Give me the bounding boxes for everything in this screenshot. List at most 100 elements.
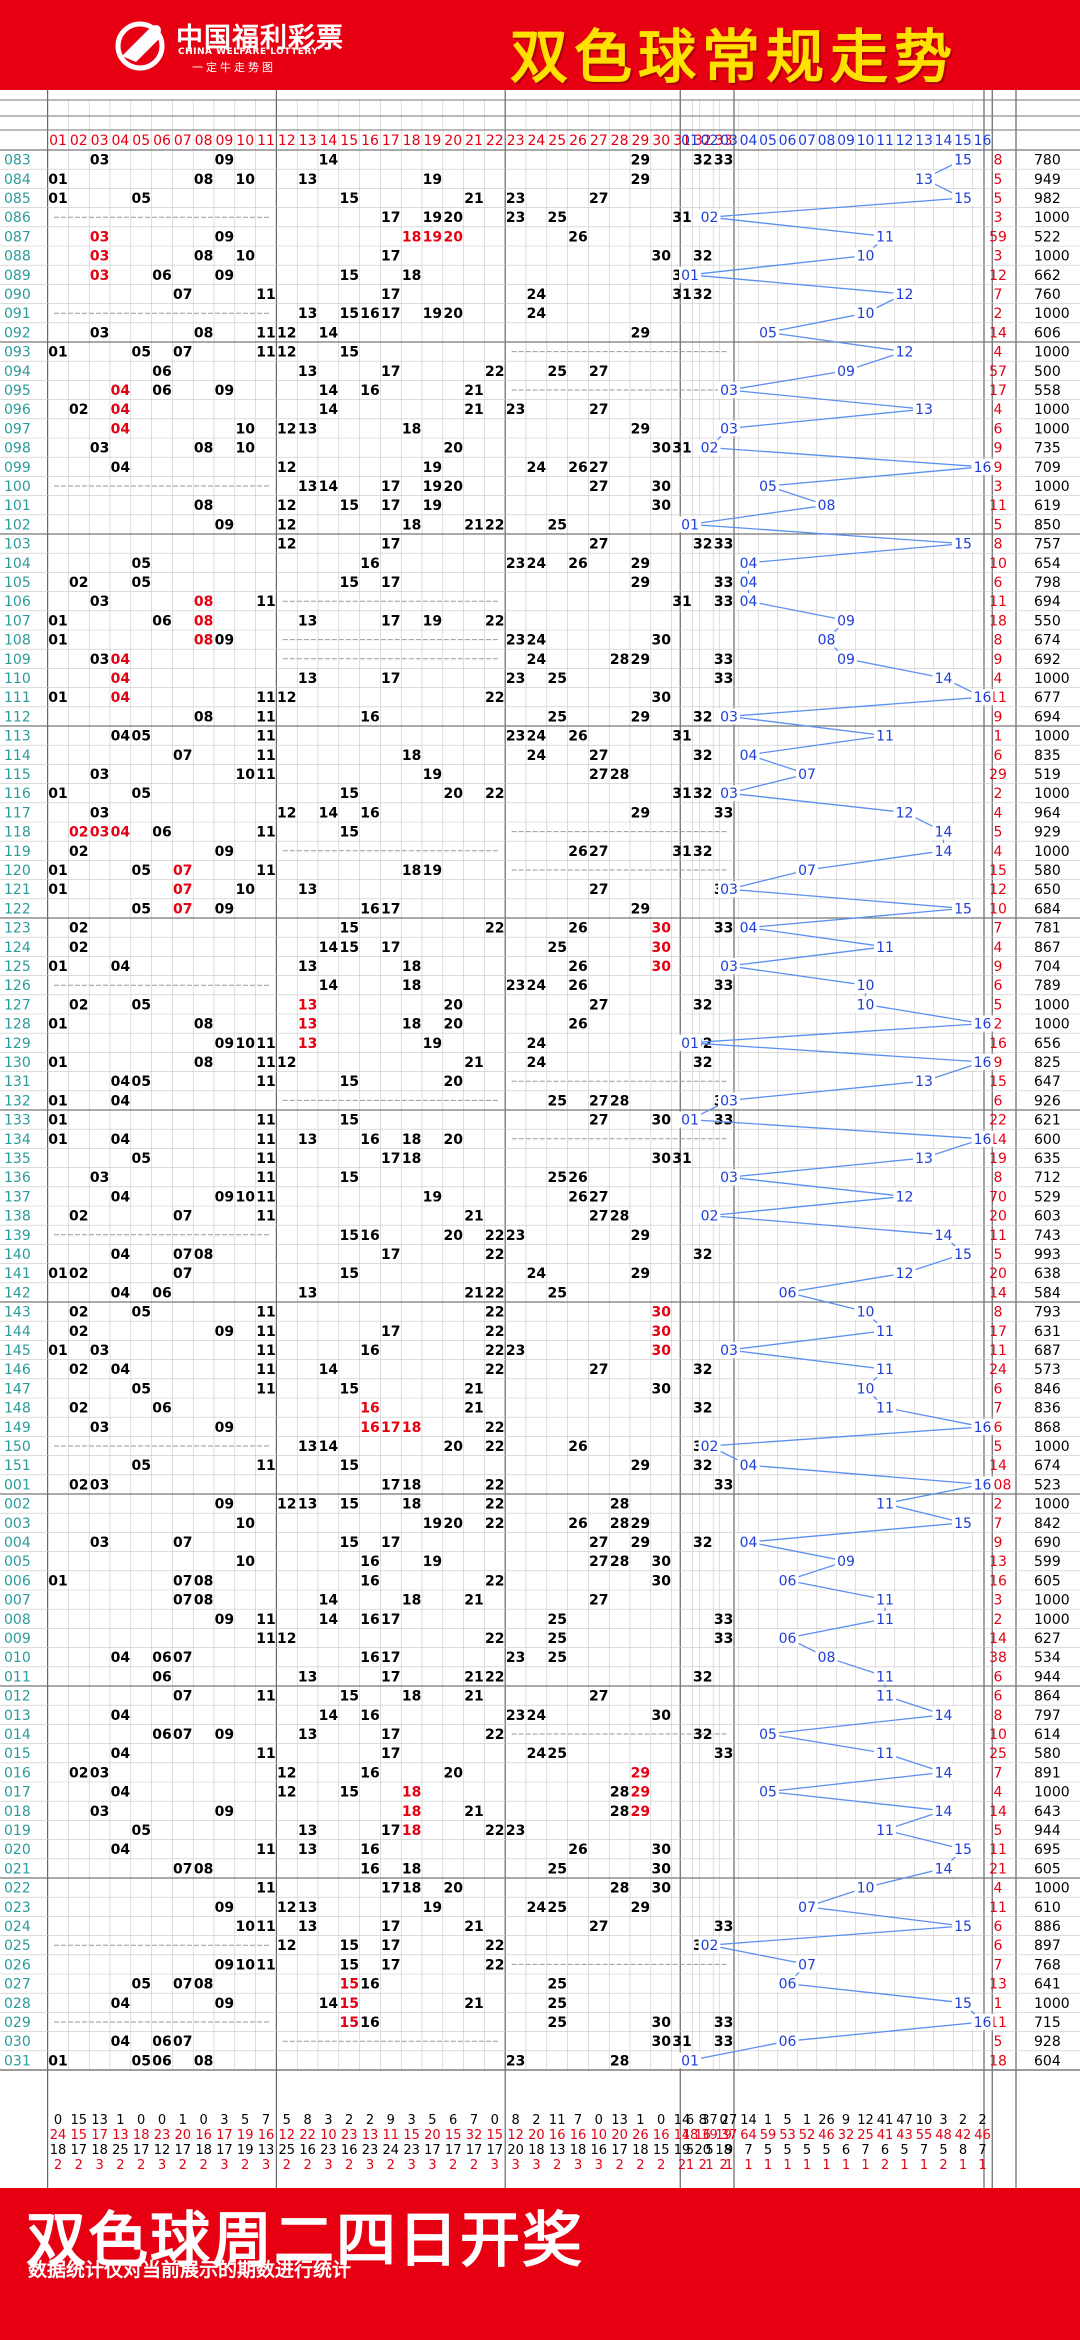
stat-value-a: 4	[994, 844, 1003, 860]
stat-cell: 23	[320, 2143, 337, 2158]
red-ball-number: 31	[672, 844, 691, 860]
blue-ball-label-bg	[679, 1034, 701, 1051]
blue-ball-number: 08	[818, 1650, 836, 1666]
red-ball-number: 14	[319, 1439, 339, 1455]
red-ball-number: 09	[215, 383, 234, 399]
red-ball-number: 16	[360, 1977, 379, 1993]
blue-ball-header: 15	[954, 133, 972, 149]
period-number: 030	[4, 2034, 31, 2050]
red-ball-number: 27	[589, 364, 608, 380]
stat-cell: 25	[279, 2143, 296, 2158]
red-ball-number: 07	[173, 1861, 192, 1877]
blue-ball-number: 14	[935, 1708, 953, 1724]
stat-value-b: 606	[1034, 325, 1061, 341]
red-ball-number: 21	[464, 1996, 483, 2012]
blue-ball-number: 01	[681, 268, 699, 284]
stat-value-a: 2	[994, 1497, 1003, 1513]
period-number: 004	[4, 1535, 31, 1551]
red-ball-number: 12	[277, 421, 296, 437]
blue-ball-number: 04	[740, 1535, 758, 1551]
stat-cell: 1	[959, 2158, 967, 2173]
red-ball-number: 07	[173, 1247, 192, 1263]
red-ball-number: 16	[360, 901, 379, 917]
stat-cell: 2	[241, 2158, 249, 2173]
red-ball-number: 15	[339, 191, 358, 207]
red-ball-number: 01	[48, 633, 67, 649]
red-ball-number: 24	[527, 1746, 547, 1762]
blue-ball-number: 05	[759, 479, 777, 495]
blue-ball-label-bg	[952, 900, 974, 917]
stat-cell: 2	[881, 2158, 889, 2173]
blue-ball-number: 10	[857, 249, 875, 265]
stat-cell: 5	[939, 2143, 947, 2158]
red-ball-number: 15	[339, 1689, 358, 1705]
period-number: 092	[4, 325, 31, 341]
stat-value-b: 1000	[1034, 729, 1070, 745]
stat-cell: 1	[803, 2158, 811, 2173]
red-ball-number: 01	[48, 1093, 67, 1109]
blue-ball-label-bg	[698, 1207, 721, 1224]
blue-ball-number: 04	[740, 1458, 758, 1474]
stat-value-b: 743	[1034, 1228, 1061, 1244]
red-ball-number: 10	[235, 1036, 255, 1052]
stat-cell: 7	[744, 2143, 752, 2158]
blue-ball-number: 14	[935, 1804, 953, 1820]
blue-ball-label-bg	[874, 1745, 896, 1762]
stat-cell: 42	[955, 2128, 972, 2143]
stat-value-a: 16	[989, 1573, 1007, 1589]
stat-value-a: 7	[994, 1765, 1003, 1781]
page-title: 双色球常规走势	[510, 23, 959, 91]
stat-cell: 3	[491, 2158, 499, 2173]
stat-value-a: 9	[994, 959, 1003, 975]
red-ball-header: 18	[403, 133, 421, 149]
stat-value-a: 17	[989, 383, 1007, 399]
red-ball-number: 14	[319, 1708, 339, 1724]
stat-cell: 18	[528, 2143, 545, 2158]
red-ball-number: 30	[651, 1842, 671, 1858]
stat-cell: 10	[320, 2128, 337, 2143]
stat-value-b: 603	[1034, 1209, 1061, 1225]
stat-cell: 9	[387, 2113, 395, 2128]
red-ball-number: 06	[152, 383, 171, 399]
stat-value-a: 6	[994, 1689, 1003, 1705]
red-ball-header: 27	[590, 133, 608, 149]
stat-value-a: 6	[994, 421, 1003, 437]
red-ball-number: 09	[215, 517, 234, 533]
blue-ball-number: 02	[701, 441, 719, 457]
stat-value-b: 712	[1034, 1170, 1061, 1186]
stat-value-a: 2	[994, 1612, 1003, 1628]
stat-value-a: 5	[994, 2034, 1003, 2050]
stat-value-b: 631	[1034, 1324, 1061, 1340]
red-ball-number: 24	[527, 287, 547, 303]
red-ball-number: 13	[298, 1727, 317, 1743]
red-ball-number: 13	[298, 1132, 317, 1148]
period-number: 089	[4, 268, 31, 284]
red-ball-number: 31	[672, 1151, 691, 1167]
red-ball-number: 27	[589, 1535, 608, 1551]
red-ball-number: 33	[714, 978, 733, 994]
red-ball-number: 01	[48, 1266, 67, 1282]
red-ball-number: 16	[360, 1842, 379, 1858]
stat-value-a: 6	[994, 978, 1003, 994]
red-ball-number: 29	[631, 1765, 650, 1781]
red-ball-number: 15	[339, 1785, 358, 1801]
period-number: 084	[4, 172, 31, 188]
stat-value-a: 24	[989, 1362, 1007, 1378]
stat-cell: 5	[783, 2113, 791, 2128]
stat-cell: 5	[283, 2113, 291, 2128]
blue-ball-number: 11	[876, 229, 894, 245]
red-ball-header: 20	[444, 133, 462, 149]
red-ball-number: 17	[381, 479, 400, 495]
red-ball-number: 22	[485, 1823, 504, 1839]
stat-cell: 15	[71, 2128, 88, 2143]
blue-ball-label-bg	[679, 1111, 701, 1128]
red-ball-number: 02	[69, 1305, 88, 1321]
red-ball-number: 33	[714, 153, 733, 169]
red-ball-number: 20	[443, 1516, 463, 1532]
stat-value-a: 2	[994, 786, 1003, 802]
red-ball-number: 29	[631, 172, 650, 188]
blue-ball-label-bg	[776, 1975, 799, 1992]
red-ball-number: 26	[568, 1017, 587, 1033]
stat-cell: 53	[779, 2128, 796, 2143]
red-ball-number: 01	[48, 2053, 67, 2069]
